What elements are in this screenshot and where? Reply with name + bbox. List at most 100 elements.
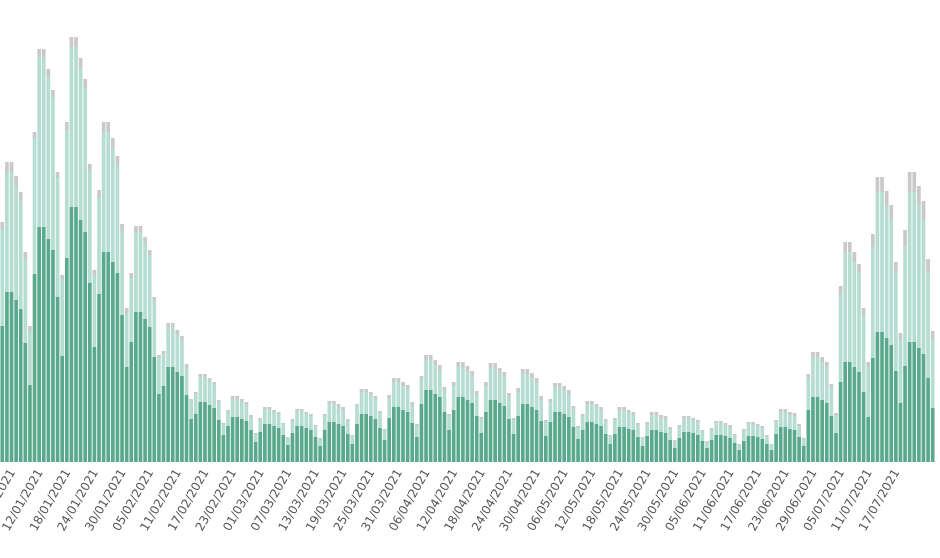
- bar-segment: [603, 419, 608, 421]
- bar-segment: [797, 437, 801, 462]
- bar-segment: [613, 434, 617, 462]
- bar-segment: [341, 426, 345, 462]
- bar-segment: [493, 368, 497, 400]
- bar-segment: [281, 424, 286, 435]
- bar-segment: [318, 439, 322, 446]
- bar-segment: [87, 171, 92, 283]
- bar-segment: [368, 392, 373, 395]
- bar-segment: [32, 138, 37, 274]
- bar-segment: [387, 395, 392, 398]
- bar-segment: [682, 418, 686, 432]
- bar-segment: [180, 340, 184, 376]
- bar-segment: [396, 378, 401, 382]
- bar-segment: [147, 327, 152, 462]
- bar-segment: [866, 417, 871, 462]
- bar-segment: [253, 434, 258, 442]
- bar-segment: [769, 445, 774, 450]
- bar-segment: [907, 172, 912, 192]
- bar-segment: [355, 424, 359, 462]
- bar-segment: [401, 382, 405, 386]
- bar-segment: [350, 444, 355, 462]
- bar-segment: [755, 437, 760, 462]
- bar-segment: [424, 390, 428, 462]
- bar-segment: [829, 384, 834, 388]
- bar-segment: [640, 438, 645, 446]
- bar-segment: [732, 434, 737, 435]
- bar-segment: [327, 422, 332, 462]
- bar-segment: [576, 426, 580, 428]
- bar-segment: [792, 416, 797, 430]
- bar-segment: [230, 396, 235, 399]
- bar-segment: [120, 231, 124, 315]
- bar-segment: [28, 331, 32, 385]
- bar-segment: [286, 437, 290, 438]
- bar-segment: [626, 410, 631, 413]
- bar-segment: [659, 432, 663, 462]
- bar-segment: [746, 424, 751, 436]
- bar-segment: [230, 399, 235, 417]
- bar-segment: [705, 441, 709, 442]
- bar-segment: [166, 367, 170, 462]
- bar-segment: [64, 258, 69, 462]
- bar-segment: [912, 342, 917, 462]
- bar-segment: [695, 422, 700, 435]
- bar-segment: [14, 300, 18, 462]
- bar-segment: [765, 435, 769, 436]
- bar-segment: [55, 172, 60, 178]
- bar-segment: [797, 426, 801, 437]
- bar-segment: [755, 424, 760, 426]
- bar-segment: [585, 404, 590, 422]
- bar-segment: [760, 426, 765, 428]
- bar-segment: [755, 426, 760, 437]
- bar-segment: [645, 424, 649, 436]
- bar-segment: [226, 410, 230, 412]
- bar-segment: [414, 424, 419, 426]
- bar-segment: [410, 405, 415, 423]
- bar-segment: [74, 37, 78, 47]
- bar-segment: [695, 435, 700, 462]
- bar-segment: [161, 386, 166, 462]
- bar-segment: [811, 397, 815, 462]
- bar-segment: [824, 403, 829, 462]
- bar-segment: [672, 440, 677, 441]
- bar-segment: [516, 416, 521, 462]
- bar-segment: [23, 252, 28, 259]
- bar-segment: [640, 446, 645, 462]
- bar-segment: [322, 416, 327, 430]
- bar-segment: [391, 407, 396, 462]
- bar-segment: [608, 436, 613, 444]
- bar-segment: [465, 371, 470, 400]
- bar-segment: [244, 421, 249, 462]
- bar-segment: [705, 448, 709, 462]
- bar-segment: [193, 394, 198, 414]
- bar-segment: [516, 392, 521, 416]
- bar-segment: [18, 309, 23, 462]
- bar-segment: [143, 319, 147, 462]
- bar-segment: [654, 412, 659, 415]
- bar-segment: [889, 345, 894, 462]
- bar-segment: [548, 422, 553, 462]
- bar-segment: [170, 323, 175, 327]
- bar-segment: [714, 421, 719, 423]
- bar-segment: [603, 434, 608, 462]
- bar-segment: [917, 205, 921, 348]
- bar-segment: [746, 422, 751, 424]
- bar-segment: [599, 426, 603, 462]
- bar-segment: [815, 397, 820, 462]
- bar-segment: [801, 438, 806, 439]
- bar-segment: [309, 414, 313, 416]
- bar-segment: [465, 366, 470, 371]
- bar-segment: [23, 259, 28, 343]
- bar-segment: [23, 343, 28, 462]
- bar-segment: [78, 68, 83, 220]
- bar-segment: [382, 429, 387, 430]
- bar-segment: [184, 395, 189, 462]
- bar-segment: [272, 412, 276, 426]
- bar-segment: [484, 412, 488, 462]
- bar-segment: [539, 400, 544, 421]
- bar-segment: [806, 374, 811, 378]
- bar-segment: [728, 427, 732, 438]
- bar-segment: [97, 198, 101, 294]
- bar-segment: [456, 367, 461, 397]
- bar-segment: [32, 274, 37, 462]
